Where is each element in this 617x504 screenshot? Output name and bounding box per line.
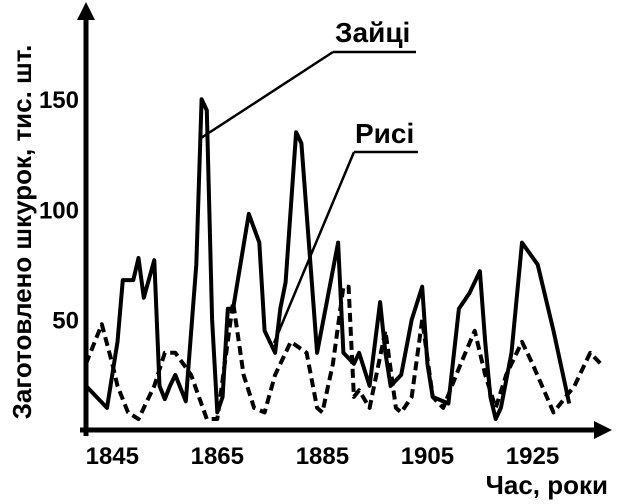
y-tick-label: 50 [52,308,79,335]
series-line-rysi [84,284,603,421]
legend-leader-rysi-pointer [272,151,356,344]
legend-label-rysi: Рисі [355,118,414,149]
legend-leader-zaitsi-pointer [200,50,334,140]
x-axis-label: Час, роки [486,470,608,500]
y-axis-arrow [77,2,95,20]
y-axis-label: Заготовлено шкурок, тис. шт. [7,45,37,420]
x-tick-label: 1865 [191,443,244,470]
x-tick-label: 1885 [296,443,349,470]
x-tick-label: 1845 [86,443,139,470]
series-line-zaitsi [84,97,572,421]
y-tick-label: 150 [39,87,79,114]
x-tick-label: 1925 [506,443,559,470]
x-axis-arrow [594,421,612,439]
legend-label-zaitsi: Зайці [335,17,410,48]
tick-labels: 1845 1865 1885 1905 1925 50 100 150 [39,87,559,470]
y-tick-label: 100 [39,198,79,225]
x-tick-label: 1905 [401,443,454,470]
series-layer [84,97,603,421]
axes [77,2,612,439]
